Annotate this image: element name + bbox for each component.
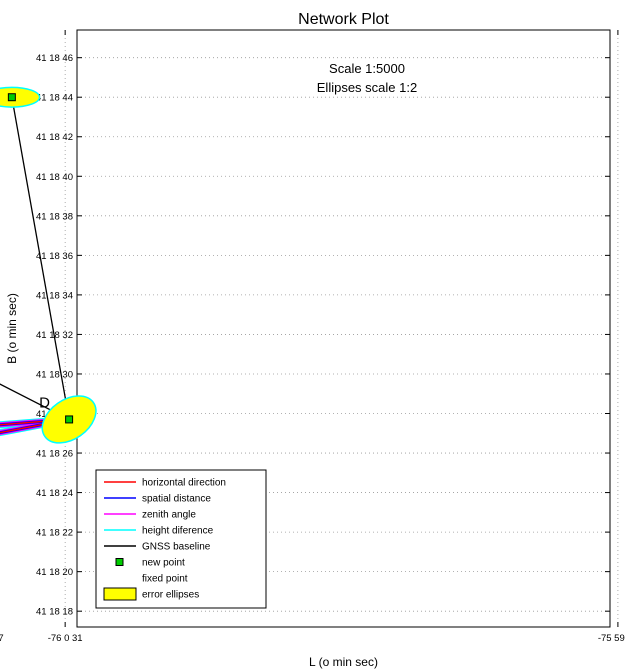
y-tick-label: 41 18 30 (36, 369, 73, 380)
x-tick-label: -76 0 31 (48, 633, 83, 644)
scale-annotation: Scale 1:5000 (329, 61, 405, 76)
legend: horizontal direction spatial distance zeni… (95, 469, 267, 609)
legend-label: error ellipses (142, 590, 199, 601)
new-point-marker (65, 415, 74, 424)
legend-label: horizontal direction (142, 478, 226, 489)
error-ellipse (0, 86, 41, 108)
observation-line-GNSS-baseline (11, 96, 70, 421)
legend-marker-swatch (115, 558, 124, 566)
legend-patch-swatch (103, 587, 137, 601)
point-label: D (39, 394, 50, 411)
y-tick-label: 41 18 42 (36, 132, 73, 143)
observation-line-horizontal-direction (0, 418, 70, 426)
legend-label: zenith angle (142, 510, 196, 521)
new-point-marker (7, 93, 16, 102)
y-tick-label: 41 18 24 (36, 488, 73, 499)
legend-label: height diference (142, 526, 214, 537)
y-tick-label: 41 18 22 (36, 528, 73, 539)
y-tick-label: 41 18 36 (36, 251, 73, 262)
legend-label: new point (142, 558, 185, 569)
observation-lines (0, 96, 73, 437)
y-tick-label: 41 18 20 (36, 567, 73, 578)
network-points: BCDE (7, 93, 74, 424)
x-tick-label: -76 0 27 (0, 633, 4, 644)
y-tick-label: 41 18 46 (36, 53, 73, 64)
y-tick-label: 41 18 18 (36, 607, 73, 618)
y-tick-label: 41 18 44 (36, 93, 73, 104)
y-tick-label: 41 18 34 (36, 290, 73, 301)
legend-label: fixed point (142, 574, 188, 585)
x-axis-title: L (o min sec) (309, 655, 378, 669)
chart-title: Network Plot (298, 11, 389, 28)
x-tick-label: -75 59 59 (598, 633, 627, 644)
y-tick-label: 41 18 40 (36, 172, 73, 183)
y-tick-label: 41 18 26 (36, 449, 73, 460)
legend-box (95, 469, 267, 609)
y-tick-label: 41 18 38 (36, 211, 73, 222)
ellipse-scale-annotation: Ellipses scale 1:2 (317, 80, 417, 95)
legend-label: GNSS baseline (142, 542, 211, 553)
legend-label: spatial distance (142, 494, 211, 505)
y-axis-title: B (o min sec) (5, 293, 19, 364)
